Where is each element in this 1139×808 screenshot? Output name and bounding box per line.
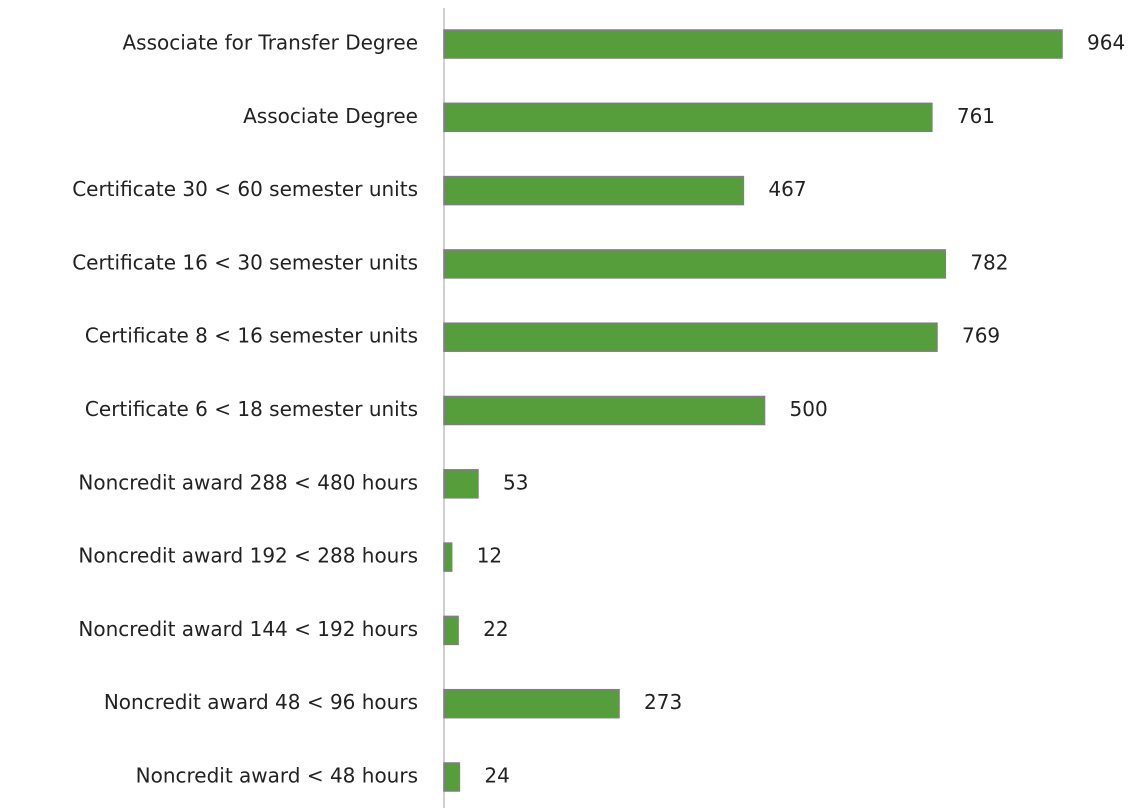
value-label: 964 (1087, 31, 1125, 55)
category-label: Noncredit award 288 < 480 hours (78, 470, 418, 494)
bar (443, 688, 620, 719)
value-label: 53 (503, 470, 528, 494)
value-label: 500 (790, 397, 828, 421)
bar (443, 395, 766, 426)
value-label: 22 (483, 617, 508, 641)
value-label: 769 (962, 324, 1000, 348)
bar (443, 762, 461, 792)
category-label: Noncredit award < 48 hours (136, 764, 418, 788)
bar (443, 102, 933, 133)
value-label: 761 (957, 104, 995, 128)
value-label: 467 (768, 177, 806, 201)
category-label: Certificate 6 < 18 semester units (85, 397, 418, 421)
category-label: Noncredit award 192 < 288 hours (78, 544, 418, 568)
bar (443, 29, 1063, 59)
value-label: 24 (484, 764, 509, 788)
category-label: Certificate 30 < 60 semester units (72, 177, 418, 201)
bar (443, 175, 745, 206)
bar (443, 249, 947, 279)
value-label: 273 (644, 690, 682, 714)
category-label: Noncredit award 48 < 96 hours (104, 690, 418, 714)
value-label: 782 (970, 250, 1008, 274)
bar (443, 469, 479, 499)
category-label: Certificate 8 < 16 semester units (85, 324, 418, 348)
category-label: Certificate 16 < 30 semester units (72, 250, 418, 274)
bar (443, 542, 453, 572)
value-label: 12 (477, 544, 502, 568)
bar (443, 615, 459, 646)
category-label: Associate for Transfer Degree (123, 31, 419, 55)
category-label: Noncredit award 144 < 192 hours (78, 617, 418, 641)
bar (443, 322, 938, 352)
category-label: Associate Degree (243, 104, 418, 128)
